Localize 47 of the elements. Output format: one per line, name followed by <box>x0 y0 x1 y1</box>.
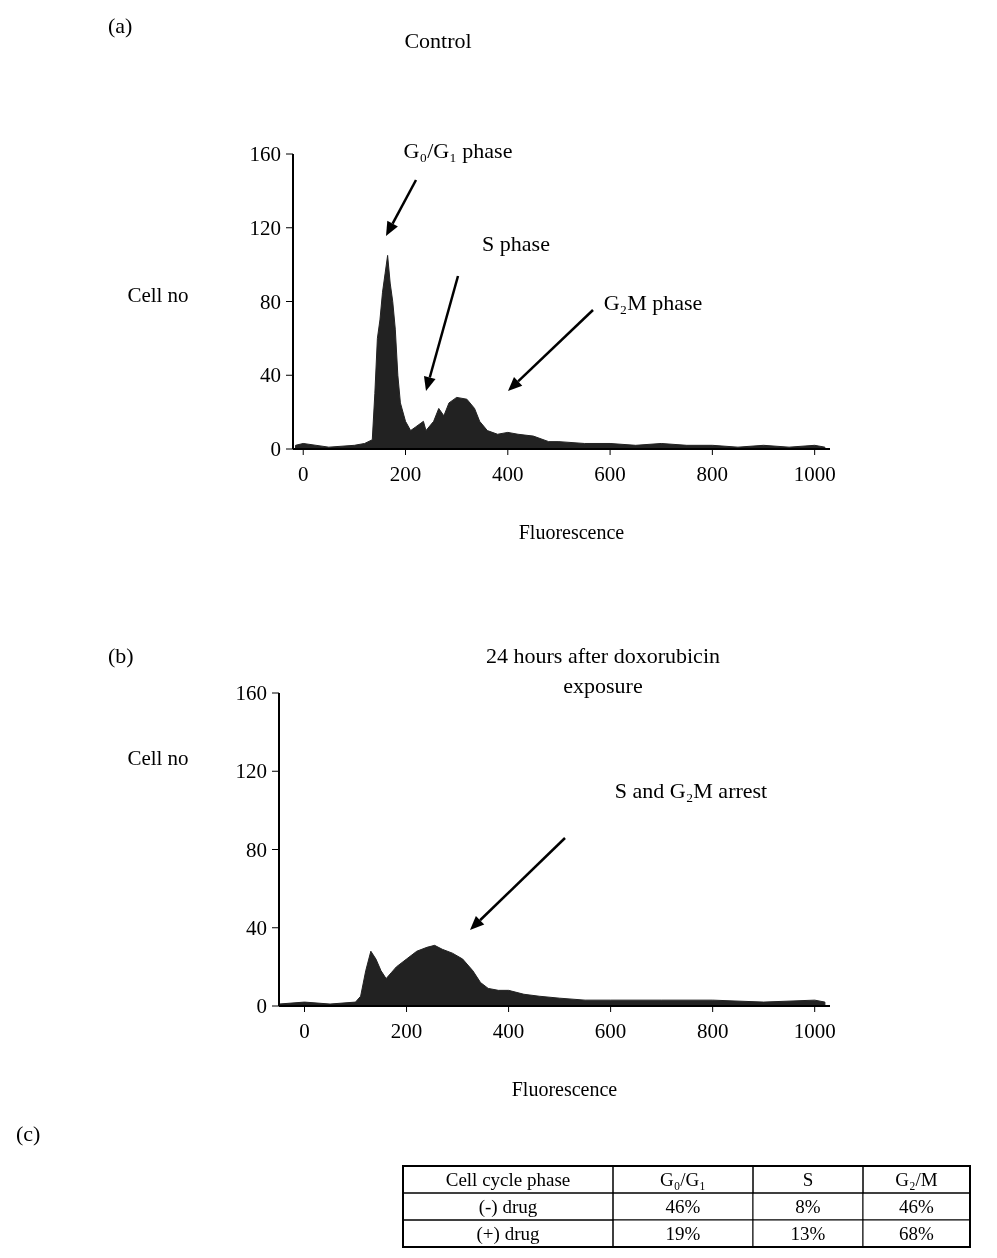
category-label: G₂/M <box>895 1169 938 1190</box>
text: 13% <box>790 1223 826 1244</box>
x-tick-label: 0 <box>299 1019 310 1043</box>
y-axis-title: Cell no <box>127 745 189 770</box>
annotation: G₂M phase <box>603 290 703 315</box>
x-axis-title: Fluorescence <box>518 521 625 543</box>
y-tick-label: 40 <box>246 915 267 940</box>
text: (b) <box>108 643 134 668</box>
y-tick-label: 160 <box>235 681 267 705</box>
text: 8% <box>795 1196 821 1217</box>
x-tick-label: 1000 <box>793 462 836 486</box>
chart-title: 24 hours after doxorubicin exposure <box>486 643 720 698</box>
x-tick-label: 400 <box>492 462 524 486</box>
text: 19% <box>665 1223 701 1244</box>
y-tick-label: 160 <box>249 142 281 166</box>
text: 46% <box>665 1196 701 1217</box>
x-tick-label: 400 <box>492 1019 525 1043</box>
x-axis-title: Fluorescence <box>511 1078 618 1100</box>
chart-title: Control <box>404 28 472 53</box>
y-tick-label: 0 <box>270 437 281 461</box>
y-tick-label: 120 <box>249 215 281 240</box>
category-label: (-) drug <box>478 1196 538 1217</box>
annotation: S and G₂M arrest <box>614 778 768 803</box>
x-tick-label: 800 <box>696 1019 729 1043</box>
y-axis-title: Cell no <box>127 282 189 307</box>
x-tick-label: 600 <box>594 1019 627 1043</box>
x-tick-label: 800 <box>696 462 729 486</box>
category-label: S <box>802 1169 814 1190</box>
category-label: (+) drug <box>476 1223 540 1244</box>
y-tick-label: 40 <box>260 363 281 388</box>
text: (a) <box>108 13 133 38</box>
annotation: G₀/G₁ phase <box>403 138 513 163</box>
y-tick-label: 80 <box>260 289 281 314</box>
x-tick-label: 1000 <box>793 1019 836 1043</box>
text: 68% <box>899 1223 934 1244</box>
y-tick-label: 120 <box>235 759 267 784</box>
x-tick-label: 0 <box>297 462 309 486</box>
annotation: S phase <box>482 231 550 256</box>
x-tick-label: 200 <box>390 1019 423 1043</box>
text: Cell cycle phase <box>445 1169 571 1190</box>
y-tick-label: 80 <box>246 837 267 862</box>
category-label: G₀/G₁ <box>660 1169 706 1190</box>
text: (c) <box>16 1121 41 1146</box>
x-tick-label: 600 <box>594 462 626 486</box>
x-tick-label: 200 <box>389 462 422 486</box>
text: 46% <box>899 1196 934 1217</box>
y-tick-label: 0 <box>256 994 267 1018</box>
